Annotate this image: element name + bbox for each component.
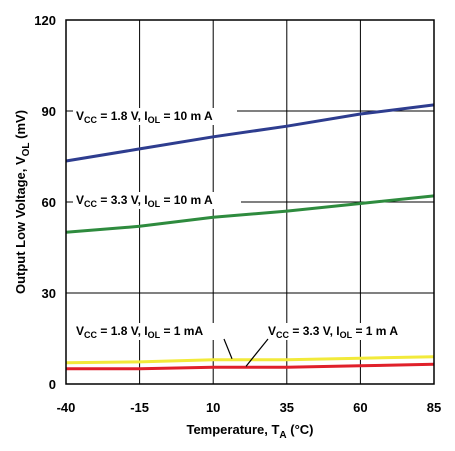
x-tick-label: -40 <box>57 400 76 415</box>
x-tick-label: 10 <box>206 400 220 415</box>
series-line-vcc-3-3v-iol-1ma <box>66 362 435 371</box>
y-tick-label: 120 <box>34 13 56 28</box>
y-tick-label: 30 <box>42 286 56 301</box>
x-tick-label: 60 <box>353 400 367 415</box>
annotation-leader-line <box>245 338 269 367</box>
x-tick-label: -15 <box>130 400 149 415</box>
annotations: VCC = 1.8 V, IOL = 10 m A VCC = 3.3 V, IO… <box>73 108 425 367</box>
y-axis-title: Output Low Voltage, VOL (mV) <box>13 110 32 294</box>
y-tick-label: 60 <box>42 195 56 210</box>
x-tick-labels: -40 -15 10 35 60 85 <box>57 400 442 415</box>
annotation-background <box>73 323 227 340</box>
annotation-background <box>73 108 237 125</box>
annotation-vcc-3-3v-iol-10ma: VCC = 3.3 V, IOL = 10 m A <box>76 193 213 209</box>
y-tick-label: 90 <box>42 104 56 119</box>
annotation-background <box>73 192 241 209</box>
y-tick-labels: 0 30 60 90 120 <box>34 13 56 392</box>
annotation-leader-line <box>223 338 233 359</box>
x-tick-label: 85 <box>427 400 441 415</box>
series-line-vcc-1-8v-iol-1ma <box>65 355 435 365</box>
plot-frame <box>65 19 435 385</box>
series-lines <box>65 103 435 371</box>
annotation-vcc-3-3v-iol-1ma: VCC = 3.3 V, IOL = 1 m A <box>268 324 398 340</box>
annotation-background <box>265 323 425 340</box>
x-tick-label: 35 <box>280 400 294 415</box>
series-line-vcc-3-3v-iol-10ma <box>65 194 435 234</box>
y-tick-label: 0 <box>49 377 56 392</box>
annotation-vcc-1-8v-iol-1ma: VCC = 1.8 V, IOL = 1 mA <box>76 324 203 340</box>
x-axis-title: Temperature, TA (°C) <box>186 422 313 441</box>
series-line-vcc-1-8v-iol-10ma <box>65 103 435 163</box>
annotation-vcc-1-8v-iol-10ma: VCC = 1.8 V, IOL = 10 m A <box>76 109 213 125</box>
